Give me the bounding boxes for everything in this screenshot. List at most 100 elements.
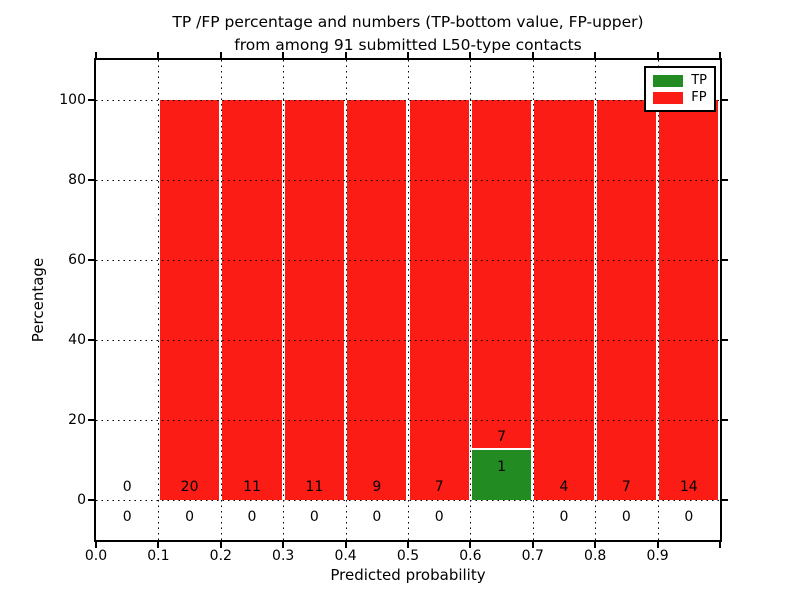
legend-swatch-fp bbox=[653, 91, 684, 104]
x-axis-label: Predicted probability bbox=[330, 566, 486, 584]
x-tick-top bbox=[282, 52, 285, 58]
bar-count-fp: 7 bbox=[621, 479, 631, 495]
x-tick-top bbox=[656, 52, 659, 58]
x-tick-bottom bbox=[95, 542, 97, 548]
gridline-vertical bbox=[345, 60, 347, 540]
bar-segment-fp bbox=[471, 100, 532, 448]
bar-count-tp: 0 bbox=[309, 509, 319, 525]
y-tick-label: 100 bbox=[59, 92, 86, 108]
bar-count-fp: 14 bbox=[679, 479, 698, 495]
bar-segment-fp bbox=[347, 100, 407, 500]
legend-label-fp: FP bbox=[691, 90, 707, 105]
gridline-vertical bbox=[408, 60, 409, 540]
bar-count-fp: 4 bbox=[559, 479, 569, 495]
x-tick-bottom bbox=[531, 542, 534, 548]
x-tick-label: 0.2 bbox=[209, 548, 232, 564]
bar-segment-fp bbox=[222, 100, 282, 500]
x-tick-bottom bbox=[282, 542, 285, 548]
x-tick-label: 0.0 bbox=[84, 548, 108, 564]
gridline-vertical bbox=[158, 60, 160, 540]
x-tick-bottom bbox=[656, 542, 659, 548]
gridline-vertical bbox=[220, 60, 222, 540]
x-tick-bottom bbox=[344, 542, 347, 548]
bar-count-fp: 0 bbox=[122, 479, 132, 495]
y-tick-left bbox=[88, 499, 94, 501]
x-tick-bottom bbox=[219, 542, 222, 548]
chart-title-line2: from among 91 submitted L50-type contact… bbox=[234, 36, 582, 54]
x-tick-bottom bbox=[594, 542, 597, 548]
legend-swatch-tp bbox=[653, 74, 684, 87]
bar-count-fp: 9 bbox=[372, 479, 382, 495]
y-tick-left bbox=[88, 259, 94, 261]
bar-count-fp: 11 bbox=[305, 479, 324, 495]
bar-segment-tp bbox=[471, 450, 532, 500]
y-tick-left bbox=[88, 339, 94, 341]
bar-segment-fp bbox=[596, 100, 657, 500]
gridline-vertical bbox=[657, 60, 659, 540]
bar-count-tp: 0 bbox=[185, 509, 195, 525]
bar-count-fp: 7 bbox=[497, 429, 507, 445]
x-tick-label: 0.6 bbox=[459, 548, 482, 564]
y-tick-right bbox=[722, 259, 728, 261]
x-tick-top bbox=[344, 52, 347, 58]
plot-area: TP FP 0 0 20 0 11 0 11 0 9 0 7 0 7 1 4 0 7 0 14 0 0 20 40 60 80 10… bbox=[59, 52, 728, 564]
chart-title: TP /FP percentage and numbers (TP-bottom… bbox=[96, 11, 720, 57]
x-tick-top bbox=[469, 52, 472, 58]
y-tick-label: 40 bbox=[68, 332, 86, 348]
bar-segment-fp bbox=[659, 100, 719, 500]
bar-segment-fp bbox=[409, 100, 469, 500]
bar-segment-fp bbox=[534, 100, 594, 500]
y-tick-label: 20 bbox=[68, 412, 86, 428]
y-tick-left bbox=[88, 419, 94, 421]
bar-count-fp: 20 bbox=[180, 479, 199, 495]
x-tick-label: 0.1 bbox=[147, 548, 170, 564]
y-tick-right bbox=[722, 419, 728, 421]
y-tick-left bbox=[88, 99, 94, 101]
chart-title-line1: TP /FP percentage and numbers (TP-bottom… bbox=[172, 13, 644, 31]
x-tick-bottom bbox=[407, 542, 409, 548]
x-tick-bottom bbox=[157, 542, 160, 548]
bar-count-tp: 1 bbox=[497, 459, 507, 475]
y-tick-right bbox=[722, 499, 728, 501]
x-tick-label: 0.5 bbox=[396, 548, 420, 564]
bar-segment-fp bbox=[284, 100, 345, 500]
gridline-vertical bbox=[532, 60, 534, 540]
bar-count-fp: 7 bbox=[434, 479, 444, 495]
bar-count-tp: 0 bbox=[122, 509, 132, 525]
bar-count-tp: 0 bbox=[434, 509, 444, 525]
gridline-vertical bbox=[595, 60, 597, 540]
y-tick-right bbox=[722, 179, 728, 181]
bar-count-fp: 11 bbox=[243, 479, 261, 495]
gridline-vertical bbox=[470, 60, 472, 540]
y-tick-right bbox=[722, 339, 728, 341]
x-tick-top bbox=[407, 52, 409, 58]
x-tick-label: 0.3 bbox=[272, 548, 295, 564]
legend: TP FP bbox=[644, 66, 716, 112]
x-tick-label: 0.8 bbox=[584, 548, 607, 564]
bar-segment-fp bbox=[159, 100, 220, 500]
bar-count-tp: 0 bbox=[559, 509, 569, 525]
x-tick-top bbox=[594, 52, 597, 58]
bar-count-tp: 0 bbox=[247, 509, 257, 525]
y-tick-label: 60 bbox=[68, 252, 86, 268]
x-tick-bottom bbox=[469, 542, 472, 548]
y-tick-label: 80 bbox=[68, 172, 86, 188]
x-tick-top bbox=[531, 52, 534, 58]
bar-count-tp: 0 bbox=[621, 509, 631, 525]
bar-count-tp: 0 bbox=[684, 509, 694, 525]
bar-count-tp: 0 bbox=[372, 509, 382, 525]
legend-label-tp: TP bbox=[691, 73, 707, 88]
legend-item-fp: FP bbox=[653, 89, 707, 106]
x-tick-label: 0.4 bbox=[334, 548, 357, 564]
x-tick-bottom bbox=[719, 542, 721, 548]
gridline-vertical bbox=[283, 60, 285, 540]
y-tick-right bbox=[722, 99, 728, 101]
x-tick-top bbox=[219, 52, 222, 58]
x-tick-top bbox=[95, 52, 97, 58]
x-tick-top bbox=[157, 52, 160, 58]
x-tick-label: 0.9 bbox=[646, 548, 669, 564]
legend-item-tp: TP bbox=[653, 72, 707, 89]
x-tick-label: 0.7 bbox=[521, 548, 544, 564]
y-tick-label: 0 bbox=[77, 492, 86, 508]
